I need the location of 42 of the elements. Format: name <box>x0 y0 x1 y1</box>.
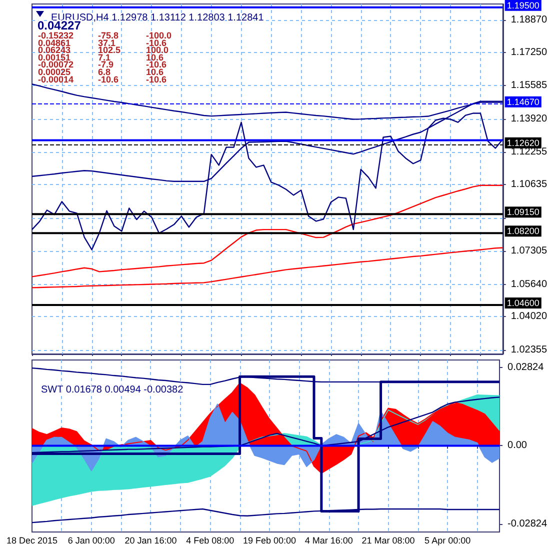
y-tick-label: 0.00 <box>508 440 528 452</box>
y-tick-label: -0.02824 <box>508 518 548 530</box>
y-tick-label: 1.07305 <box>510 246 548 257</box>
ref-line-label: 1.08200 <box>506 226 540 236</box>
ref-line-label: 1.09150 <box>506 207 540 218</box>
x-tick-label: 5 Apr 00:00 <box>424 536 471 546</box>
y-tick-label: 1.10635 <box>510 178 548 190</box>
annotation: -10.6 <box>146 38 167 48</box>
x-tick-label: 19 Feb 00:00 <box>242 536 296 546</box>
annotation: -100.0 <box>146 30 172 40</box>
ref-line-label: 1.04600 <box>506 298 540 308</box>
annotation: -10.6 <box>146 60 167 70</box>
y-tick-label: 1.05640 <box>510 278 548 290</box>
y-tick-label: 1.13920 <box>510 113 548 124</box>
x-tick-label: 4 Mar 16:00 <box>304 536 353 546</box>
x-tick-label: 6 Jan 00:00 <box>68 536 115 546</box>
annotation: -0.00014 <box>38 74 74 84</box>
annotation: -7.9 <box>98 60 114 70</box>
y-tick-label: 1.04020 <box>510 311 548 322</box>
annotation: 0.00025 <box>38 67 71 77</box>
y-tick-label: 1.17250 <box>510 46 548 58</box>
annotation: -0.15232 <box>38 30 74 40</box>
x-tick-label: 21 Mar 08:00 <box>362 536 415 546</box>
annotation: 37.1 <box>98 38 116 48</box>
x-tick-label: 4 Feb 08:00 <box>186 536 234 546</box>
x-tick-label: 20 Jan 16:00 <box>124 536 177 546</box>
y-tick-label: 1.18870 <box>510 14 548 26</box>
x-tick-label: 18 Dec 2015 <box>6 536 58 546</box>
y-tick-label: 1.15585 <box>510 80 548 92</box>
ref-line-label: 1.12620 <box>506 138 540 148</box>
ref-line-label: 1.19500 <box>506 0 540 10</box>
annotation: -10.6 <box>146 74 167 84</box>
annotation: 10.6 <box>146 67 164 77</box>
annotation: 0.04861 <box>38 38 71 48</box>
annotation: -10.6 <box>98 74 119 84</box>
annotation: 6.8 <box>98 67 111 77</box>
y-tick-label: 0.02824 <box>508 362 544 373</box>
y-tick-label: 1.02355 <box>510 344 548 356</box>
ref-line-label: 1.14670 <box>506 96 540 107</box>
annotation: -75.8 <box>98 30 119 40</box>
annotation: -0.00072 <box>38 60 74 70</box>
text: SWT 0.01678 0.00494 -0.00382 <box>41 384 184 396</box>
